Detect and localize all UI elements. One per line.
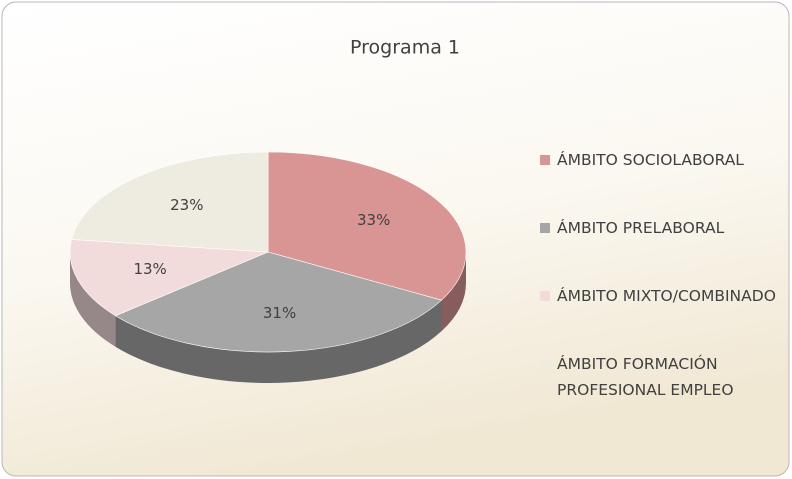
legend-swatch (540, 155, 550, 165)
data-label: 33% (357, 211, 390, 229)
data-label: 13% (133, 260, 166, 278)
pie-slice (114, 251, 443, 353)
legend-label: ÁMBITO MIXTO/COMBINADO (557, 286, 776, 305)
chart-title: Programa 1 (350, 37, 460, 59)
pie-slice-side (115, 300, 442, 383)
data-label: 31% (263, 304, 296, 322)
pie-slice (71, 151, 269, 253)
legend-label: ÁMBITO PRELABORAL (557, 218, 725, 237)
legend-swatch (540, 223, 550, 233)
pie-slice-side (441, 252, 466, 332)
legend-swatch (540, 291, 550, 301)
data-label: 23% (170, 196, 203, 214)
legend-swatch (540, 359, 550, 369)
legend-label: ÁMBITO SOCIOLABORAL (557, 150, 744, 169)
pie-slice (267, 151, 467, 301)
pie-slice-side (70, 252, 116, 347)
legend-label: ÁMBITO FORMACIÓN PROFESIONAL EMPLEO (557, 354, 734, 399)
pie-slice (69, 239, 269, 317)
